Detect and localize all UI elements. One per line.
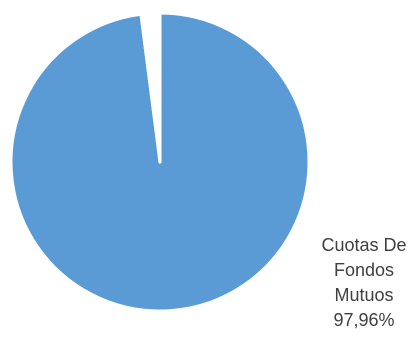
pie-slice-label-line: 97,96%: [333, 310, 394, 330]
pie-slice-label-line: Fondos: [334, 260, 394, 280]
pie-slice-label-line: Mutuos: [334, 285, 393, 305]
pie-slice-1: [139, 11, 162, 164]
pie-slice-label-line: Cuotas De: [321, 235, 406, 255]
pie-data-labels: Cuotas De Fondos Mutuos 97,96%: [321, 235, 406, 330]
pie-slice-label-0: Cuotas De Fondos Mutuos 97,96%: [321, 235, 406, 330]
pie-slices: [9, 11, 311, 313]
